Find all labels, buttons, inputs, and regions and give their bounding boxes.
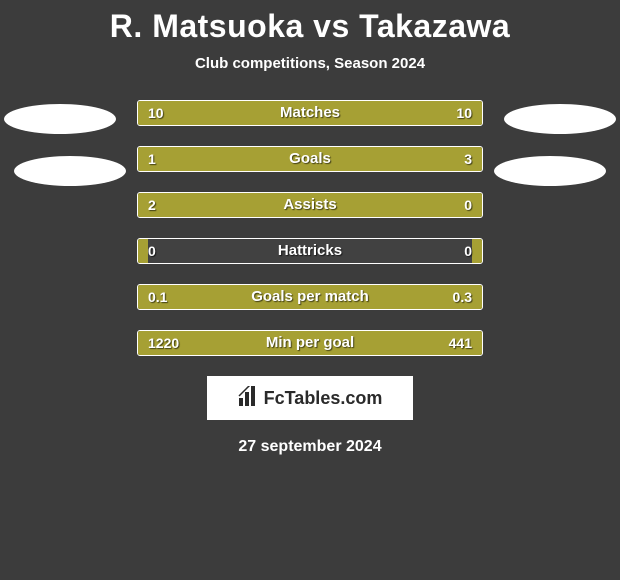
page-title: R. Matsuoka vs Takazawa bbox=[0, 0, 620, 45]
subtitle: Club competitions, Season 2024 bbox=[0, 55, 620, 72]
stat-bar: 1220441Min per goal bbox=[137, 330, 483, 356]
stat-bar: 0.10.3Goals per match bbox=[137, 284, 483, 310]
player-left-avatar-placeholder bbox=[4, 104, 116, 134]
stat-label: Goals per match bbox=[138, 285, 482, 309]
stat-bar: 1010Matches bbox=[137, 100, 483, 126]
player-right-club-placeholder bbox=[494, 156, 606, 186]
source-logo-text: FcTables.com bbox=[264, 388, 383, 409]
stat-bar: 00Hattricks bbox=[137, 238, 483, 264]
comparison-bars: 1010Matches 13Goals 20Assists 00Hattricks 0.… bbox=[137, 100, 483, 356]
stat-bar: 13Goals bbox=[137, 146, 483, 172]
stat-label: Min per goal bbox=[138, 331, 482, 355]
date-text: 27 september 2024 bbox=[0, 438, 620, 456]
comparison-content: 1010Matches 13Goals 20Assists 00Hattricks 0.… bbox=[0, 100, 620, 456]
stat-label: Assists bbox=[138, 193, 482, 217]
stat-label: Matches bbox=[138, 101, 482, 125]
player-right-avatar-placeholder bbox=[504, 104, 616, 134]
stat-label: Hattricks bbox=[138, 239, 482, 263]
stat-label: Goals bbox=[138, 147, 482, 171]
player-left-club-placeholder bbox=[14, 156, 126, 186]
stat-bar: 20Assists bbox=[137, 192, 483, 218]
source-logo: FcTables.com bbox=[207, 376, 413, 420]
bars-icon bbox=[238, 386, 260, 411]
